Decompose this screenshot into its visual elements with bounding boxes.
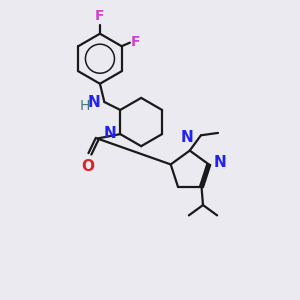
Text: F: F (131, 35, 140, 50)
Text: N: N (214, 154, 227, 169)
Text: N: N (87, 94, 100, 110)
Text: H: H (80, 98, 90, 112)
Text: F: F (95, 9, 105, 23)
Text: N: N (181, 130, 194, 145)
Text: N: N (104, 126, 116, 141)
Text: O: O (81, 159, 94, 174)
